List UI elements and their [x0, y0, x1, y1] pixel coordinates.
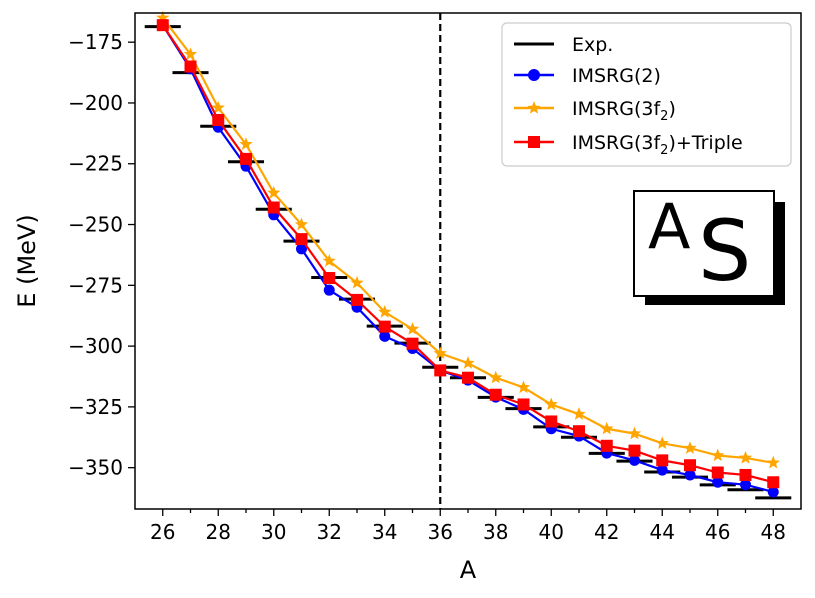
- data-point: [267, 185, 281, 199]
- y-tick-label: −350: [68, 456, 123, 480]
- data-point: [628, 444, 641, 457]
- data-point: [655, 436, 669, 450]
- data-point: [156, 19, 169, 32]
- data-point: [517, 398, 530, 411]
- data-point: [711, 448, 725, 462]
- data-point: [629, 454, 640, 466]
- data-point: [627, 426, 642, 440]
- y-tick-label: −275: [68, 273, 123, 297]
- y-tick-label: −250: [68, 213, 123, 237]
- data-point: [378, 305, 392, 318]
- x-tick-label: 30: [261, 520, 286, 544]
- data-point: [267, 201, 280, 214]
- logo-box: [633, 190, 775, 297]
- data-point: [766, 455, 780, 469]
- data-point: [767, 486, 779, 498]
- element-logo: A S: [633, 190, 785, 305]
- data-point: [184, 60, 197, 73]
- data-point: [379, 330, 391, 342]
- data-point: [600, 439, 613, 452]
- legend-label-imsrg2: IMSRG(2): [572, 65, 661, 87]
- logo-mass-number: A: [648, 190, 690, 263]
- data-point: [239, 137, 253, 150]
- x-tick-label: 48: [761, 520, 786, 544]
- legend-label-triple-main: IMSRG(3f: [572, 132, 661, 154]
- data-point: [738, 450, 753, 464]
- y-axis-label: E (MeV): [13, 214, 41, 307]
- y-tick-label: −175: [68, 30, 123, 54]
- data-point: [572, 407, 586, 420]
- data-point: [405, 322, 420, 335]
- data-point: [322, 254, 336, 267]
- data-point: [544, 397, 558, 411]
- data-point: [183, 47, 198, 60]
- data-point: [350, 275, 364, 289]
- data-point: [406, 337, 419, 350]
- data-point: [434, 364, 447, 377]
- data-point: [433, 346, 447, 360]
- y-tick-label: −300: [68, 334, 123, 358]
- legend-label-imsrg3f2-sub: 2: [660, 109, 668, 124]
- y-tick-label: −225: [68, 152, 123, 176]
- legend-label-imsrg3f2-triple: IMSRG(3f2)+Triple: [572, 132, 743, 158]
- data-point: [739, 468, 752, 481]
- tick-layer: 26 28 30 32 34 36 38 40 42 44 46 48 −175 −200 −225 −250…: [68, 30, 786, 544]
- data-point: [573, 425, 585, 438]
- data-point: [378, 320, 391, 333]
- x-tick-label: 40: [539, 520, 564, 544]
- data-point: [489, 388, 502, 401]
- series-layer: [156, 10, 780, 498]
- data-point: [295, 233, 308, 246]
- x-axis-label: A: [460, 556, 477, 584]
- data-point: [351, 293, 363, 306]
- legend-label-triple-sub: 2: [660, 143, 668, 158]
- data-point: [323, 272, 336, 285]
- legend-label-exp: Exp.: [572, 34, 613, 56]
- data-point: [323, 284, 335, 296]
- data-point: [240, 152, 252, 165]
- data-point: [516, 380, 531, 394]
- y-tick-label: −325: [68, 395, 123, 419]
- x-tick-label: 32: [317, 520, 342, 544]
- legend-label-triple-suffix: )+Triple: [668, 132, 742, 154]
- x-tick-label: 44: [650, 520, 675, 544]
- data-point: [684, 459, 696, 472]
- legend-marker-imsrg3f2-triple: [528, 136, 540, 148]
- y-tick-label: −200: [68, 91, 123, 115]
- data-point: [600, 421, 614, 435]
- data-point: [211, 100, 225, 114]
- data-point: [462, 371, 474, 384]
- x-tick-label: 46: [705, 520, 730, 544]
- data-point: [656, 454, 669, 467]
- data-point: [489, 370, 503, 384]
- legend-label-imsrg3f2: IMSRG(3f2): [572, 98, 676, 124]
- legend-marker-imsrg3f2: [527, 101, 541, 114]
- data-point: [711, 466, 724, 479]
- x-tick-label: 28: [206, 520, 231, 544]
- data-point: [212, 113, 225, 126]
- data-point: [294, 217, 309, 231]
- data-point: [156, 10, 170, 24]
- data-point: [740, 479, 751, 491]
- data-point: [767, 476, 780, 489]
- legend-marker-imsrg2: [528, 69, 540, 81]
- legend: Exp. IMSRG(2) IMSRG(3f2) IMSRG(3f2)+Trip…: [501, 22, 792, 167]
- data-point: [656, 464, 668, 476]
- data-point: [545, 415, 558, 428]
- logo-element-symbol: S: [698, 202, 751, 300]
- x-tick-label: 42: [594, 520, 619, 544]
- data-point: [296, 243, 307, 255]
- x-tick-label: 34: [372, 520, 397, 544]
- data-point: [461, 356, 475, 369]
- data-point: [712, 476, 724, 488]
- legend-label-imsrg3f2-main: IMSRG(3f: [572, 98, 661, 120]
- x-tick-label: 36: [428, 520, 453, 544]
- x-tick-label: 26: [150, 520, 175, 544]
- data-point: [684, 469, 696, 481]
- legend-box: [501, 22, 792, 167]
- data-point: [683, 441, 697, 454]
- legend-label-imsrg3f2-suffix: ): [668, 98, 675, 120]
- x-tick-label: 38: [483, 520, 508, 544]
